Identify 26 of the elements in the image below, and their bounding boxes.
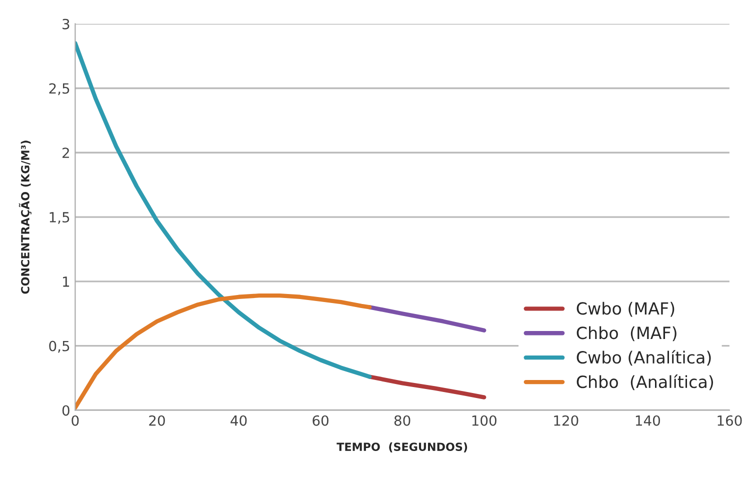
x-tick-label: 60	[312, 415, 328, 426]
x-tick-label: 120	[554, 415, 578, 426]
line-series	[368, 305, 486, 332]
x-tick-label: 140	[636, 415, 660, 426]
y-tick-label: 2	[62, 148, 69, 158]
legend-label: Cwbo (MAF)	[576, 302, 674, 317]
y-tick-label: 0	[62, 405, 70, 416]
y-tick-label: 0,5	[49, 340, 70, 353]
legend-label: Chbo (MAF)	[576, 326, 676, 342]
x-axis-title: TEMPO (SEGUNDOS)	[336, 442, 468, 452]
x-tick-label: 20	[149, 415, 165, 426]
legend-label: Chbo (Analítica)	[576, 374, 714, 390]
y-axis-title: CONCENTRAÇÃO (KG/M³)	[18, 140, 32, 294]
x-tick-label: 100	[472, 415, 496, 426]
x-tick-label: 0	[72, 415, 79, 426]
legend-label: Cwbo (Analítica)	[576, 350, 711, 366]
x-tick-label: 80	[394, 415, 410, 426]
x-tick-label: 160	[718, 415, 742, 426]
line-series	[75, 294, 372, 410]
line-series	[368, 374, 486, 400]
y-tick-label: 3	[62, 18, 70, 30]
y-tick-label: 1,5	[50, 212, 70, 224]
y-tick-label: 1	[63, 276, 70, 287]
y-tick-label: 2,5	[49, 83, 70, 96]
line-series	[75, 41, 372, 379]
x-tick-label: 40	[230, 415, 247, 426]
